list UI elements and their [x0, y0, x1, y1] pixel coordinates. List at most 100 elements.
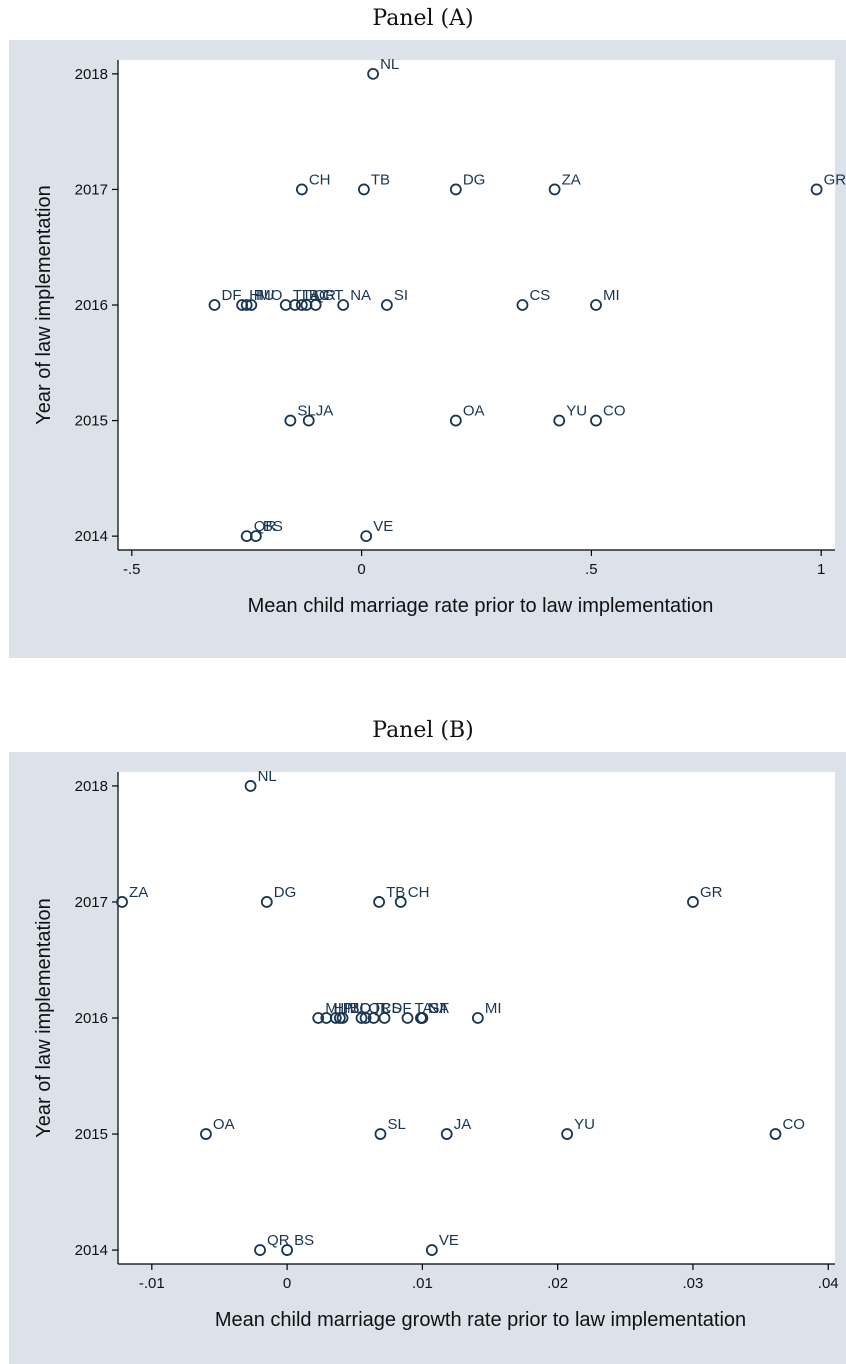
- data-point-label: VE: [373, 518, 393, 535]
- y-tick-label: 2018: [75, 778, 108, 795]
- data-point: [810, 183, 823, 196]
- y-tick-label: 2016: [75, 297, 108, 314]
- data-point: [373, 896, 385, 908]
- data-point-label: OA: [213, 1116, 235, 1133]
- data-point-label: SI: [394, 287, 408, 304]
- y-tick-label: 2015: [75, 1126, 108, 1143]
- data-point: [337, 299, 350, 311]
- data-point: [561, 1128, 574, 1140]
- data-point-label: OA: [463, 403, 485, 420]
- panel-a-title: Panel (A): [372, 6, 474, 31]
- data-point: [254, 1244, 266, 1256]
- data-point: [425, 1244, 438, 1256]
- data-point-label: BS: [263, 518, 283, 535]
- x-tick-label: .01: [412, 1275, 433, 1292]
- data-point-label: MI: [485, 1000, 502, 1017]
- data-point-label: DF: [392, 1000, 412, 1017]
- data-point: [295, 183, 308, 196]
- data-point-label: YU: [574, 1116, 595, 1133]
- x-tick-label: 1: [817, 561, 825, 578]
- data-point: [687, 896, 699, 908]
- data-point: [336, 1012, 349, 1024]
- data-point-label: MO: [258, 287, 282, 304]
- data-point-label: QR: [313, 287, 336, 304]
- data-point: [302, 414, 315, 427]
- data-point: [440, 1128, 453, 1140]
- data-point-label: DF: [222, 287, 242, 304]
- data-point-label: CS: [529, 287, 550, 304]
- y-tick-label: 2014: [75, 528, 108, 545]
- data-point-label: CH: [309, 171, 331, 188]
- data-point: [590, 414, 602, 427]
- data-point: [553, 414, 566, 427]
- data-point: [449, 183, 462, 196]
- data-point-label: SL: [387, 1116, 405, 1133]
- data-point: [769, 1128, 782, 1140]
- data-point-label: QR: [267, 1232, 290, 1249]
- data-point-label: GT: [323, 287, 344, 304]
- y-tick-label: 2014: [75, 1242, 108, 1259]
- data-point-label: BS: [294, 1232, 314, 1249]
- data-point-label: PU: [343, 1000, 364, 1017]
- x-tick-label: .5: [585, 561, 598, 578]
- data-point: [415, 1012, 427, 1024]
- data-point-label: GR: [824, 171, 846, 188]
- data-point: [590, 299, 602, 311]
- x-tick-label: 0: [357, 561, 365, 578]
- y-tick-label: 2017: [75, 181, 108, 198]
- y-tick-label: 2016: [75, 1010, 108, 1027]
- data-point: [360, 530, 373, 543]
- data-point-label: SI: [429, 1000, 443, 1017]
- data-point-label: DG: [463, 171, 486, 188]
- x-tick-label: -.01: [139, 1275, 165, 1292]
- data-point-label: JA: [316, 403, 334, 420]
- data-point: [116, 896, 128, 908]
- data-point-label: GR: [700, 884, 723, 901]
- data-point: [401, 1012, 414, 1024]
- data-point-label: CO: [603, 403, 626, 420]
- y-tick-label: 2015: [75, 413, 108, 430]
- data-point-label: MI: [603, 287, 620, 304]
- data-point: [284, 414, 297, 427]
- data-point: [245, 299, 258, 311]
- y-axis-title: Year of law implementation: [33, 185, 55, 424]
- data-point: [359, 1012, 372, 1024]
- data-point: [357, 183, 370, 196]
- data-point: [200, 1128, 212, 1140]
- data-point: [355, 1012, 368, 1024]
- x-tick-label: .04: [818, 1275, 839, 1292]
- x-tick-label: .03: [683, 1275, 704, 1292]
- data-point-label: CH: [408, 884, 430, 901]
- data-point-label: DG: [274, 884, 297, 901]
- data-point: [309, 299, 322, 311]
- plot-area: [118, 772, 835, 1264]
- data-point-label: NA: [350, 287, 371, 304]
- data-point: [471, 1012, 484, 1024]
- data-point: [374, 1128, 387, 1140]
- data-point: [516, 299, 529, 311]
- data-point: [295, 299, 308, 311]
- data-point: [244, 780, 257, 792]
- data-point-label: PU: [254, 287, 275, 304]
- y-axis-title: Year of law implementation: [33, 898, 55, 1137]
- data-point: [260, 896, 273, 908]
- data-point-label: NA: [428, 1000, 449, 1017]
- data-point-label: TB: [386, 884, 405, 901]
- y-tick-label: 2017: [75, 894, 108, 911]
- x-axis-title: Mean child marriage growth rate prior to…: [215, 1309, 746, 1331]
- x-tick-label: .02: [547, 1275, 568, 1292]
- x-tick-label: 0: [283, 1275, 291, 1292]
- x-axis-title: Mean child marriage rate prior to law im…: [248, 595, 714, 617]
- data-point: [380, 299, 393, 311]
- data-point-label: JA: [454, 1116, 472, 1133]
- data-point: [289, 299, 301, 311]
- data-point: [449, 414, 462, 427]
- data-point-label: VE: [439, 1232, 459, 1249]
- data-point-label: NL: [380, 56, 399, 73]
- x-tick-label: -.5: [123, 561, 141, 578]
- data-point-label: YU: [566, 403, 587, 420]
- data-point-label: ZA: [129, 884, 148, 901]
